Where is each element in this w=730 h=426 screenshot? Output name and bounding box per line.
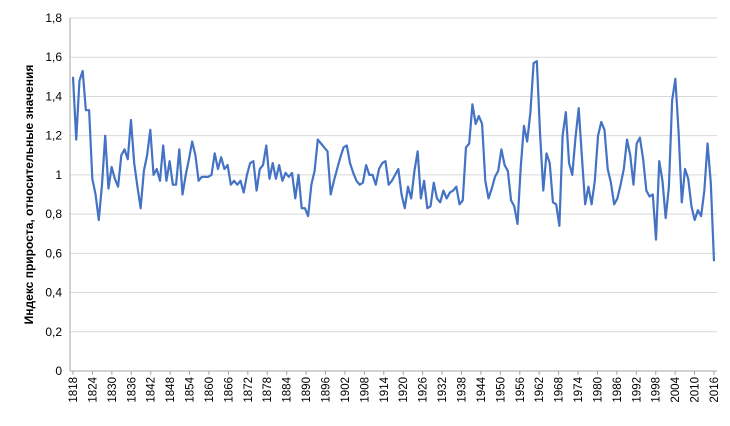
x-tick-label: 1980 — [592, 377, 604, 403]
y-tick-label: 1,4 — [45, 89, 62, 103]
x-tick-label: 1926 — [418, 377, 430, 403]
y-tick-label: 1,8 — [45, 11, 62, 25]
x-tick-label: 1890 — [301, 377, 313, 403]
axes — [69, 18, 717, 375]
x-tick-label: 1884 — [282, 376, 294, 402]
x-tick-label: 2016 — [709, 377, 721, 403]
x-tick-label: 1902 — [340, 377, 352, 403]
x-tick-label: 1932 — [437, 377, 449, 403]
x-tick-label: 1962 — [534, 377, 546, 403]
x-tick-label: 1992 — [631, 377, 643, 403]
y-tick-label: 1 — [55, 168, 62, 182]
y-tick-label: 1,2 — [45, 129, 62, 143]
x-tick-label: 1998 — [651, 377, 663, 403]
x-tick-label: 1878 — [262, 377, 274, 403]
y-tick-label: 0,6 — [45, 246, 62, 260]
x-tick-label: 1848 — [165, 377, 177, 403]
x-tick-label: 1920 — [398, 377, 410, 403]
x-tick-label: 1854 — [185, 376, 197, 402]
x-tick-label: 1836 — [126, 377, 138, 403]
y-axis-tick-labels: 0 0,2 0,4 0,6 0,8 1 1,2 1,4 1,6 1,8 — [45, 11, 62, 378]
series-line — [71, 60, 716, 262]
x-tick-label: 1842 — [146, 377, 158, 403]
x-tick-label: 1818 — [68, 377, 80, 403]
x-tick-label: 1956 — [515, 377, 527, 403]
x-tick-label: 1908 — [359, 377, 371, 403]
x-tick-label: 1974 — [573, 376, 585, 402]
y-tick-label: 1,6 — [45, 50, 62, 64]
y-axis-label: Индекс прироста, относительные значения — [22, 65, 36, 325]
x-tick-label: 2004 — [670, 376, 682, 402]
series-layer — [71, 60, 716, 262]
x-tick-label: 1944 — [476, 376, 488, 402]
x-tick-label: 1896 — [321, 377, 333, 403]
y-tick-label: 0 — [55, 364, 62, 378]
x-tick-label: 1872 — [243, 377, 255, 403]
x-tick-label: 1860 — [204, 377, 216, 403]
x-axis-tick-labels: 1818 1824 1830 1836 1842 1848 1854 1860 1866 1872… — [68, 376, 721, 402]
x-tick-label: 1866 — [223, 377, 235, 403]
x-tick-label: 1968 — [554, 377, 566, 403]
y-tick-label: 0,4 — [45, 286, 62, 300]
x-tick-label: 1914 — [379, 376, 391, 402]
x-tick-label: 1986 — [612, 377, 624, 403]
x-tick-label: 1950 — [495, 377, 507, 403]
y-tick-label: 0,8 — [45, 207, 62, 221]
x-tick-label: 1830 — [107, 377, 119, 403]
x-tick-label: 1824 — [87, 376, 99, 402]
y-tick-label: 0,2 — [45, 325, 62, 339]
x-tick-label: 2010 — [690, 377, 702, 403]
x-tick-label: 1938 — [456, 377, 468, 403]
